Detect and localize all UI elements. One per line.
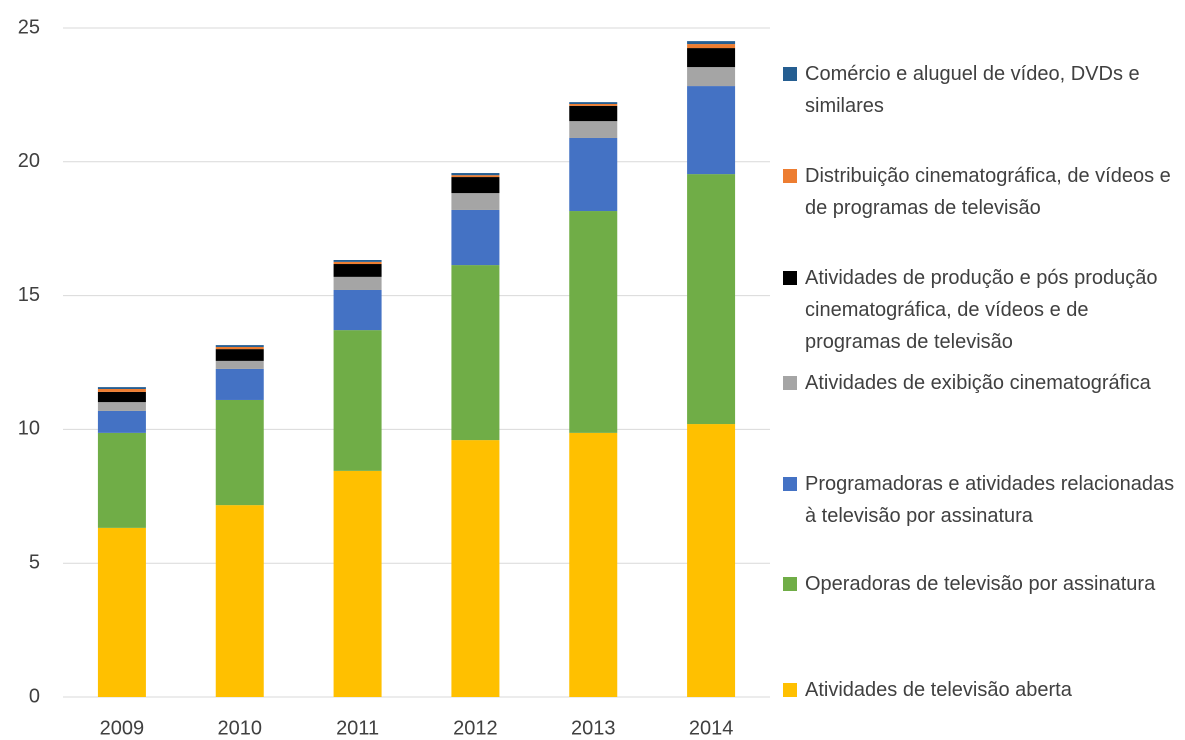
bar-segment [451,175,500,178]
bar-segment [687,44,736,49]
y-tick-label: 5 [29,551,40,573]
y-tick-label: 15 [18,284,40,306]
y-tick-label: 10 [18,418,40,440]
bar-segment [97,387,146,389]
bar-segment [569,105,618,122]
legend-entry: Distribuição cinematográfica, de vídeos … [783,160,1183,224]
bar-segment [451,173,500,176]
legend-entry: Comércio e aluguel de vídeo, DVDs e simi… [783,58,1183,122]
legend-swatch [783,67,797,81]
bar-segment [333,261,382,265]
bar-segment [569,432,618,697]
bar-segment [97,388,146,392]
bar-segment [333,264,382,277]
bar-segment [687,174,736,425]
bar-segment [97,432,146,528]
bar-segment [569,137,618,212]
bar-segment [451,265,500,441]
bar-segment [451,193,500,210]
bar-segment [451,209,500,266]
legend-entry: Atividades de exibição cinematográfica [783,367,1183,399]
legend-entry: Programadoras e atividades relacionadas … [783,468,1183,532]
bar-segment [215,346,264,350]
legend-entry: Atividades de produção e pós produção ci… [783,262,1183,358]
bar-segment [687,41,736,45]
legend-label: Atividades de exibição cinematográfica [805,372,1151,394]
y-tick-label: 20 [18,150,40,172]
bar-segment [687,48,736,68]
legend-entry: Operadoras de televisão por assinatura [783,568,1183,600]
bar-segment [333,289,382,331]
bar-segment [333,276,382,290]
bar-segment [451,177,500,194]
bar-segment [569,103,618,106]
x-tick-label: 2013 [571,717,616,739]
legend-swatch [783,683,797,697]
bar-segment [97,402,146,411]
bar-segment [215,360,264,369]
bar-segment [97,527,146,697]
bar-segment [687,424,736,697]
y-tick-label: 0 [29,685,40,707]
legend-swatch [783,477,797,491]
x-tick-label: 2014 [689,717,734,739]
legend-swatch [783,376,797,390]
legend-swatch [783,577,797,591]
bar-segment [569,211,618,433]
bar-segment [215,349,264,361]
legend-swatch [783,271,797,285]
legend-label: Atividades de produção e pós produção ci… [805,267,1158,353]
legend-label: Operadoras de televisão por assinatura [805,573,1156,595]
bar-segment [687,86,736,175]
x-tick-label: 2010 [218,717,263,739]
bar-segment [687,67,736,87]
bar-segment [451,440,500,697]
bar-segment [215,399,264,506]
y-tick-label: 25 [18,16,40,38]
bar-segment [97,391,146,403]
legend-label: Atividades de televisão aberta [805,679,1072,701]
bar-segment [569,121,618,138]
bar-segment [215,505,264,697]
x-tick-label: 2012 [453,717,498,739]
legend-label: Distribuição cinematográfica, de vídeos … [805,165,1171,219]
bar-segment [333,470,382,697]
x-tick-label: 2009 [100,717,145,739]
legend-label: Programadoras e atividades relacionadas … [805,473,1175,527]
legend-entry: Atividades de televisão aberta [783,674,1183,706]
legend-swatch [783,169,797,183]
x-tick-label: 2011 [336,717,379,739]
bar-segment [97,410,146,433]
bar-segment [333,260,382,262]
bar-segment [215,368,264,400]
bar-segment [569,102,618,104]
bar-segment [215,345,264,347]
bar-segment [333,330,382,471]
legend-label: Comércio e aluguel de vídeo, DVDs e simi… [805,63,1140,117]
